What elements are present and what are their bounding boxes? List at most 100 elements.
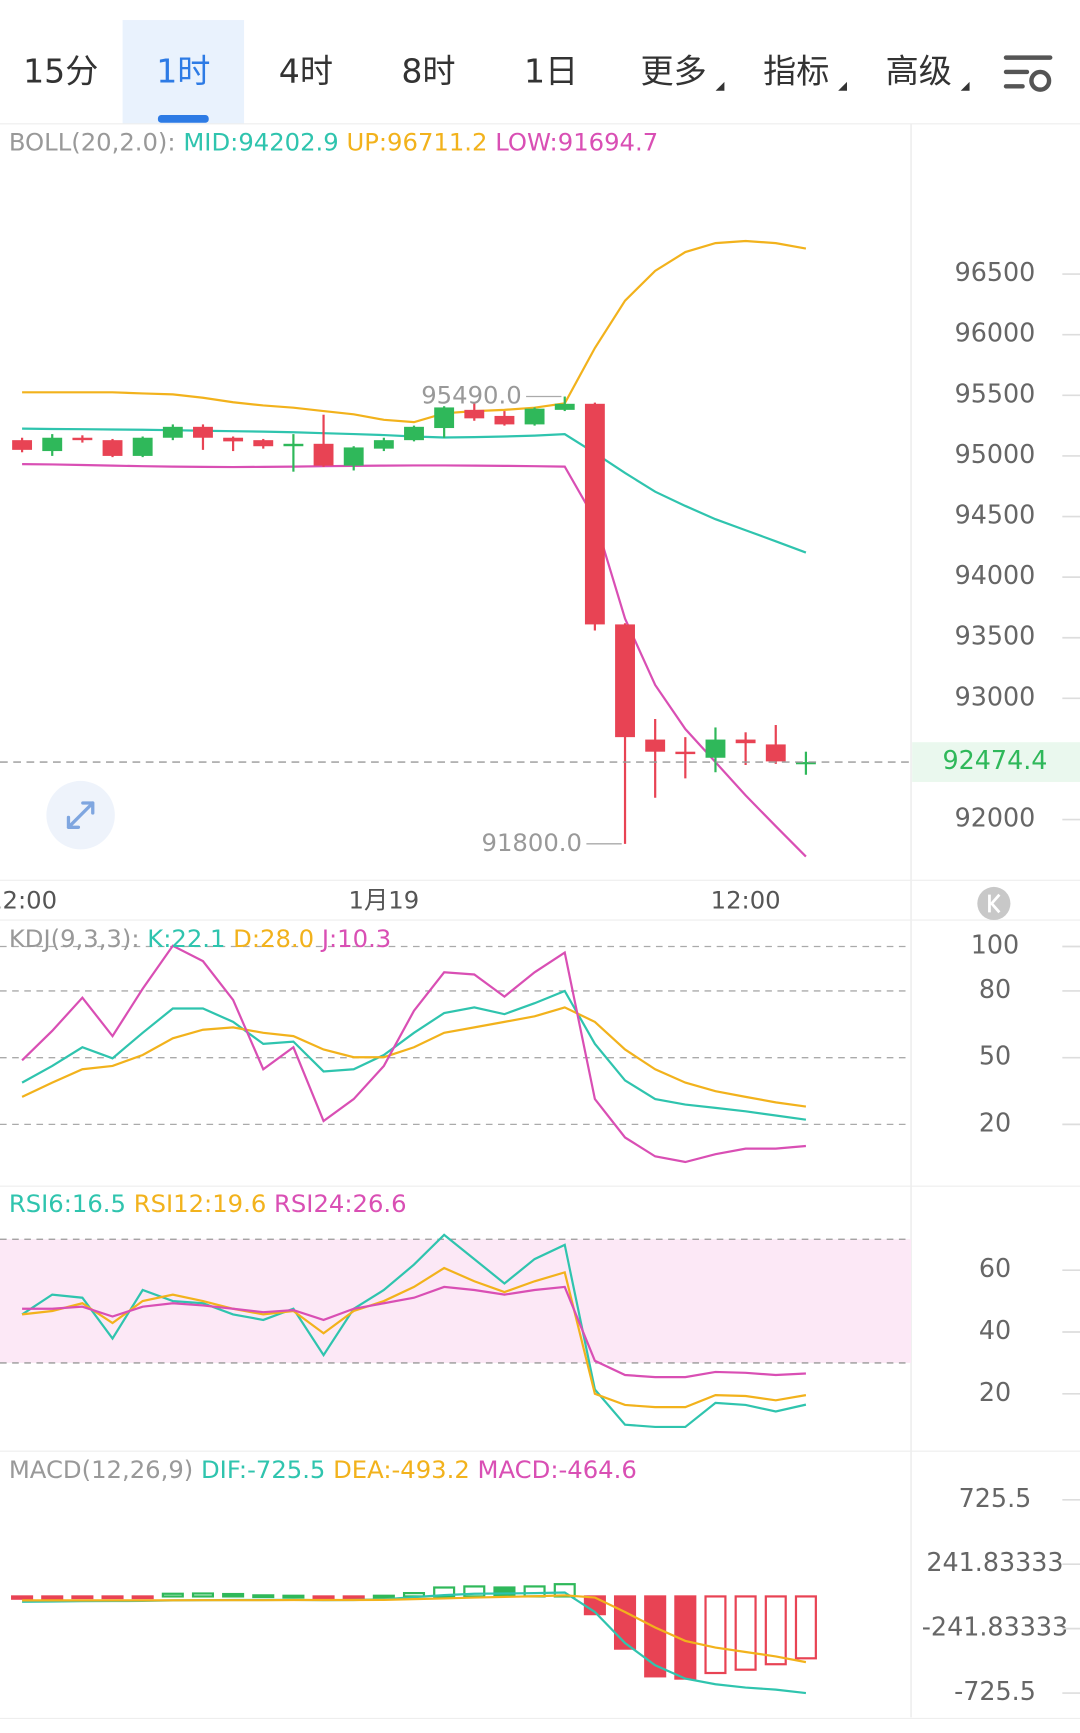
tab[interactable]: 1时 <box>156 52 210 91</box>
last-price-box <box>912 742 1080 782</box>
legend-entry: BOLL(20,2.0): <box>9 128 176 157</box>
candle-body <box>645 739 666 752</box>
tab[interactable]: 4时 <box>279 52 333 91</box>
macd-bar <box>734 1595 757 1671</box>
y-tick-label: 96000 <box>955 318 1036 348</box>
active-tab-indicator <box>157 115 209 123</box>
panels: 95490.091800.092000925009300093500940009… <box>0 128 1080 1706</box>
annotation-label: 95490.0 <box>421 381 521 410</box>
y-tick-label: 93500 <box>955 621 1036 651</box>
y-tick-label: 100 <box>971 930 1019 960</box>
y-tick-label: -725.5 <box>954 1676 1036 1706</box>
candle-body <box>42 437 63 452</box>
candle-body <box>705 739 726 758</box>
annotation-label: 91800.0 <box>482 828 582 857</box>
legend-entry: MACD(12,26,9) <box>9 1455 193 1484</box>
macd-bar <box>252 1594 275 1599</box>
settings-icon[interactable] <box>1003 55 1053 92</box>
legend-entry: RSI24:26.6 <box>274 1189 407 1218</box>
macd-bar <box>41 1595 64 1600</box>
chart-panel: -725.5 -241.83333 241.83333 725.5 MACD(12,26… <box>9 1455 1080 1706</box>
candle-body <box>343 447 364 466</box>
tab-bar: 15分 1时 4时 8时 1日 更多 指标 高级 <box>23 20 952 124</box>
tab[interactable]: 1日 <box>524 52 578 91</box>
macd-bar <box>644 1595 667 1678</box>
y-tick-label: 94500 <box>955 500 1036 530</box>
candle-body <box>223 437 244 442</box>
candle-body <box>795 762 816 765</box>
latest-button[interactable] <box>977 886 1011 921</box>
candle-body <box>464 409 485 419</box>
macd-bar <box>493 1586 516 1598</box>
plot-area: 95490.0 91800.0 <box>0 239 912 858</box>
y-tick-label: 80 <box>979 974 1011 1004</box>
legend-entry: MACD:-464.6 <box>478 1455 637 1484</box>
legend-entry: K:22.1 <box>147 924 225 953</box>
y-tick-label: 96500 <box>955 257 1036 287</box>
candle-body <box>253 440 274 447</box>
dropdown-marker <box>960 81 970 91</box>
macd-bar <box>101 1595 124 1600</box>
y-tick-label: 95000 <box>955 439 1036 469</box>
candle-body <box>72 437 93 441</box>
macd-bar <box>342 1595 365 1600</box>
indicator-line <box>21 944 807 1164</box>
y-tick-label: 95500 <box>955 378 1036 408</box>
candle-body <box>404 426 424 441</box>
tab[interactable]: 指标 <box>763 52 829 91</box>
candle-body <box>162 426 183 438</box>
candle-body <box>765 744 786 762</box>
legend-entry: RSI12:19.6 <box>134 1189 267 1218</box>
tab[interactable]: 8时 <box>401 52 455 91</box>
legend-entry: DIF:-725.5 <box>201 1455 325 1484</box>
indicator-line <box>22 1285 806 1379</box>
candle-body <box>554 403 575 410</box>
macd-bar <box>433 1586 456 1598</box>
macd-bar <box>282 1594 305 1599</box>
chart-panel: 95490.091800.092000925009300093500940009… <box>0 128 1080 914</box>
dropdown-marker <box>715 81 725 91</box>
expand-button[interactable] <box>46 780 115 850</box>
tab[interactable]: 更多 <box>641 52 707 91</box>
legend-entry: UP:96711.2 <box>346 128 487 157</box>
candle-body <box>524 408 545 425</box>
candle-body <box>12 440 33 450</box>
y-tick-label: 50 <box>979 1041 1011 1071</box>
y-tick-label: 94000 <box>955 560 1036 590</box>
candle-body <box>313 443 334 466</box>
macd-bar <box>463 1585 486 1598</box>
macd-bar <box>191 1592 215 1598</box>
indicator-line <box>21 1233 807 1429</box>
candle-body <box>494 415 515 425</box>
y-tick-label: -241.83333 <box>922 1612 1068 1642</box>
active-tab-bg <box>122 20 245 124</box>
boll-line <box>22 239 807 424</box>
macd-bar <box>372 1594 395 1599</box>
boll-line <box>22 462 807 858</box>
x-tick-label: 12:00 <box>0 885 57 914</box>
plot-area <box>0 1233 912 1429</box>
macd-line <box>22 1594 807 1664</box>
legend-entry: MID:94202.9 <box>183 128 338 157</box>
candle-body <box>373 440 394 449</box>
indicator-line <box>21 1006 807 1108</box>
legend-entry: RSI6:16.5 <box>9 1189 126 1218</box>
macd-bar <box>312 1595 335 1600</box>
candle-body <box>584 403 605 625</box>
legend-entry: KDJ(9,3,3): <box>9 924 140 953</box>
chart-panel: 20 50 80 100 KDJ(9,3,3): K:22.1 D:28.0 J:10.3 <box>0 924 1080 1164</box>
x-tick-label: 1月19 <box>349 885 420 914</box>
legend-entry: DEA:-493.2 <box>333 1455 470 1484</box>
y-tick-label: 725.5 <box>959 1483 1032 1513</box>
tab[interactable]: 高级 <box>886 52 952 91</box>
tab[interactable]: 15分 <box>23 52 98 91</box>
macd-bar <box>222 1592 245 1598</box>
y-tick-label: 241.83333 <box>926 1547 1063 1577</box>
macd-bar <box>794 1595 817 1660</box>
plot-area <box>0 944 912 1164</box>
candle-body <box>735 739 756 744</box>
y-tick-label: 92000 <box>955 803 1036 833</box>
candle-body <box>102 440 123 456</box>
macd-bar <box>764 1595 787 1666</box>
